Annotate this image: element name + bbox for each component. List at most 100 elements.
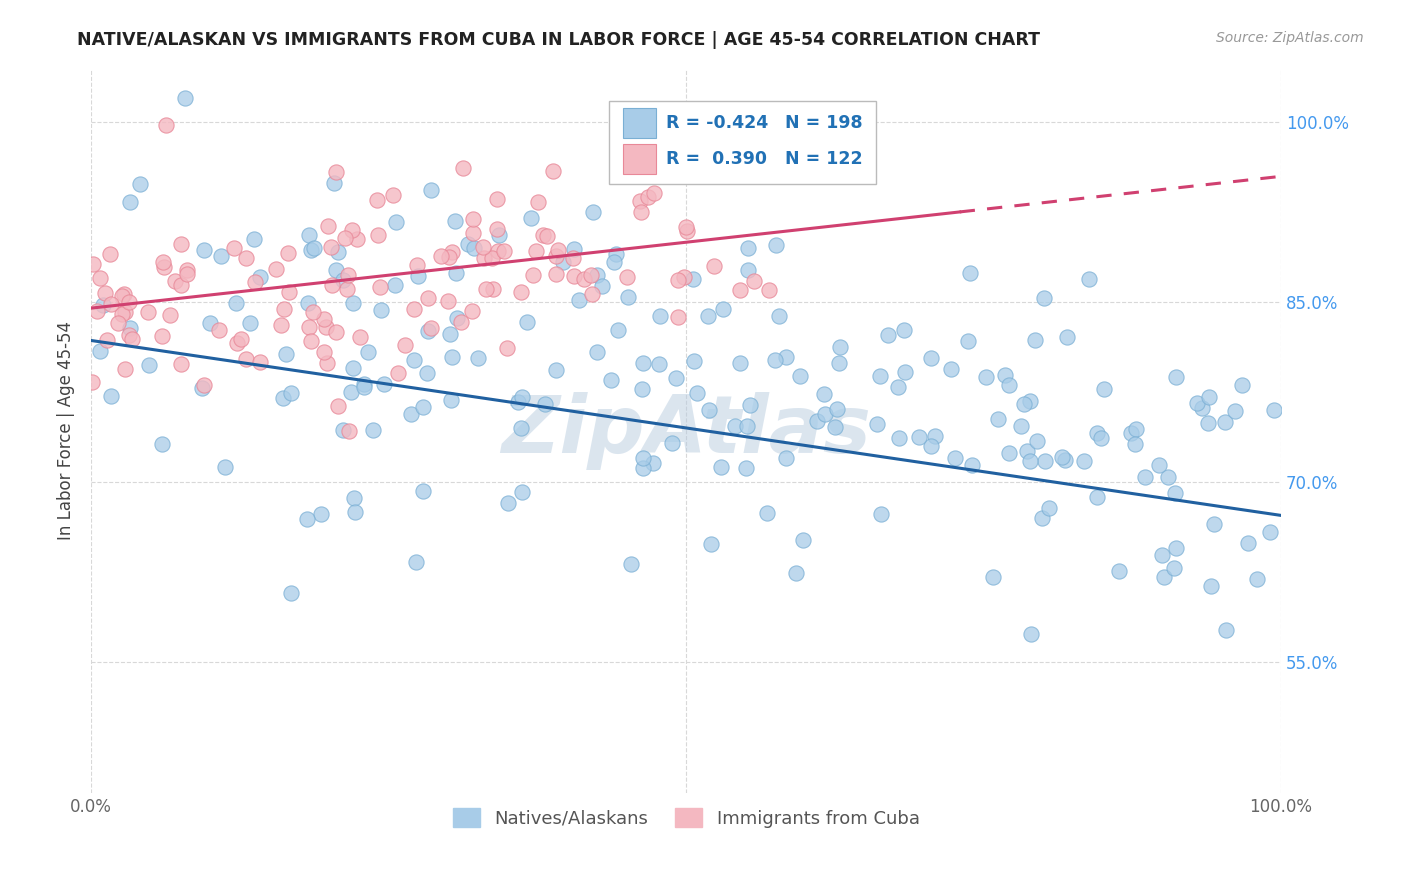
- Point: [1133, 470, 1156, 484]
- Point: [367, 227, 389, 242]
- Point: [496, 496, 519, 510]
- Point: [457, 236, 479, 251]
- Point: [547, 243, 569, 257]
- Text: N = 198: N = 198: [785, 114, 862, 132]
- Point: [1035, 454, 1057, 468]
- Point: [472, 239, 495, 253]
- Point: [152, 254, 174, 268]
- Point: [792, 533, 814, 547]
- Point: [214, 459, 236, 474]
- Text: ZipAtlas: ZipAtlas: [501, 392, 870, 470]
- Point: [700, 536, 723, 550]
- Point: [1198, 390, 1220, 404]
- Point: [765, 237, 787, 252]
- Point: [302, 305, 325, 319]
- Point: [208, 322, 231, 336]
- Point: [200, 316, 222, 330]
- Point: [603, 254, 626, 268]
- Point: [340, 385, 363, 400]
- Point: [326, 244, 349, 259]
- Point: [332, 423, 354, 437]
- Point: [827, 402, 849, 417]
- Point: [450, 314, 472, 328]
- Point: [170, 357, 193, 371]
- Point: [98, 246, 121, 260]
- Point: [585, 345, 607, 359]
- Point: [319, 240, 342, 254]
- Point: [678, 143, 700, 157]
- Point: [1031, 511, 1053, 525]
- Point: [1263, 403, 1285, 417]
- Point: [1258, 524, 1281, 539]
- Point: [239, 316, 262, 330]
- Point: [828, 356, 851, 370]
- Point: [496, 341, 519, 355]
- Point: [697, 402, 720, 417]
- Point: [136, 305, 159, 319]
- Point: [280, 385, 302, 400]
- Point: [226, 336, 249, 351]
- Point: [82, 257, 104, 271]
- Point: [100, 297, 122, 311]
- Point: [711, 302, 734, 317]
- Point: [541, 164, 564, 178]
- Point: [467, 351, 489, 365]
- Point: [637, 190, 659, 204]
- Point: [568, 293, 591, 307]
- Point: [1085, 426, 1108, 441]
- Point: [336, 282, 359, 296]
- Point: [920, 439, 942, 453]
- Point: [582, 205, 605, 219]
- Point: [959, 266, 981, 280]
- Point: [440, 393, 463, 408]
- Point: [703, 260, 725, 274]
- Point: [682, 272, 704, 286]
- Point: [249, 270, 271, 285]
- Point: [222, 241, 245, 255]
- Point: [633, 460, 655, 475]
- Point: [710, 459, 733, 474]
- Point: [1025, 434, 1047, 448]
- Point: [1090, 431, 1112, 445]
- Point: [600, 373, 623, 387]
- Point: [100, 389, 122, 403]
- Point: [335, 231, 357, 245]
- Point: [510, 390, 533, 404]
- Point: [508, 395, 530, 409]
- Point: [1017, 443, 1039, 458]
- Point: [1225, 403, 1247, 417]
- Point: [561, 251, 583, 265]
- Point: [887, 379, 910, 393]
- Point: [527, 194, 550, 209]
- Point: [342, 360, 364, 375]
- Point: [1073, 454, 1095, 468]
- FancyBboxPatch shape: [623, 108, 657, 138]
- Point: [444, 266, 467, 280]
- Point: [728, 283, 751, 297]
- Point: [150, 329, 173, 343]
- Point: [346, 232, 368, 246]
- Text: R =  0.390: R = 0.390: [666, 150, 766, 168]
- Point: [472, 251, 495, 265]
- Point: [564, 242, 586, 256]
- Point: [309, 508, 332, 522]
- Point: [325, 165, 347, 179]
- Point: [405, 555, 427, 569]
- Point: [80, 375, 103, 389]
- Point: [494, 244, 516, 258]
- Point: [641, 456, 664, 470]
- Point: [630, 194, 652, 208]
- Point: [277, 245, 299, 260]
- Point: [870, 507, 893, 521]
- Point: [118, 328, 141, 343]
- Point: [735, 461, 758, 475]
- Point: [304, 241, 326, 255]
- Point: [607, 323, 630, 337]
- Point: [522, 268, 544, 282]
- Point: [572, 271, 595, 285]
- Point: [155, 118, 177, 132]
- Point: [323, 176, 346, 190]
- Point: [1232, 378, 1254, 392]
- Point: [461, 303, 484, 318]
- Point: [332, 273, 354, 287]
